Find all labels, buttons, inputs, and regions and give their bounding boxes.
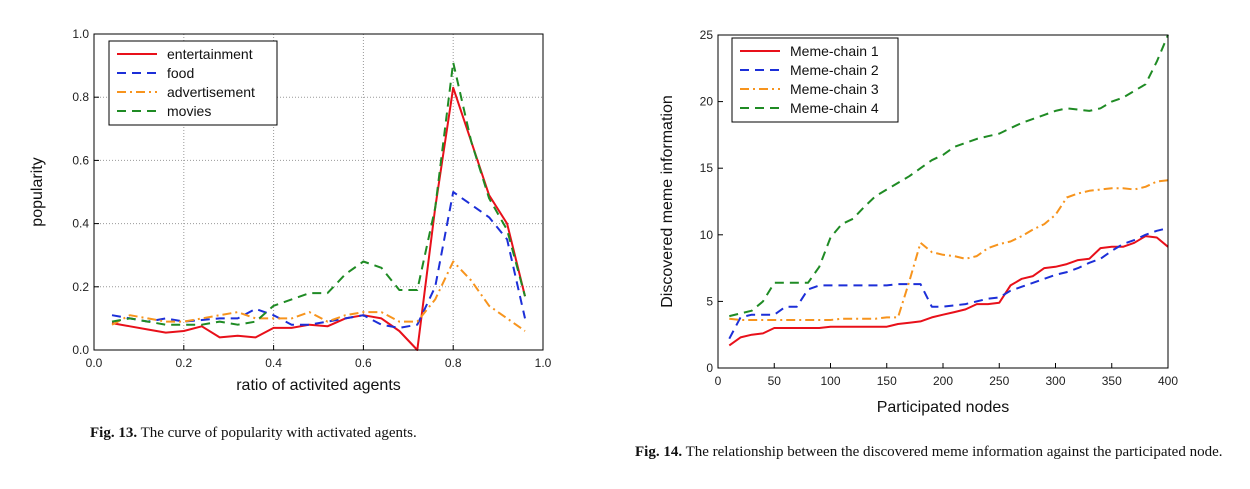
y-tick-label: 0.0 [72,343,89,357]
series-line-food [111,191,526,329]
figure-13-caption-text: The curve of popularity with activated a… [140,425,417,441]
popularity-y-axis-label: popularity [29,157,46,226]
series-line-advertisement [111,260,526,332]
y-tick-label: 15 [700,161,714,175]
legend-label: entertainment [167,46,253,62]
y-tick-label: 1.0 [72,27,89,41]
popularity-chart-series [111,61,526,351]
x-tick-label: 0 [715,374,722,388]
y-tick-label: 5 [706,294,713,308]
y-tick-label: 0.8 [72,90,89,104]
x-tick-label: 0.6 [355,356,372,370]
x-tick-label: 200 [933,374,953,388]
meme-chart-frame [717,34,1169,369]
y-tick-label: 0.2 [72,280,89,294]
y-tick-label: 0 [706,361,713,375]
legend-label: movies [167,103,211,119]
legend-label: Meme-chain 3 [790,81,879,97]
series-line-meme-chain-2 [728,227,1169,340]
legend-label: Meme-chain 1 [790,43,879,59]
figure-14-caption-text: The relationship between the discovered … [685,444,1223,460]
x-tick-label: 350 [1102,374,1122,388]
meme-y-axis-label: Discovered meme information [659,95,676,308]
series-line-entertainment [111,86,526,351]
meme-x-axis-label: Participated nodes [877,399,1010,416]
popularity-chart-legend: entertainment food advertisement movies [108,40,278,126]
figure-14-caption-label: Fig. 14. [635,444,683,460]
y-tick-label: 25 [700,28,714,42]
figure-14-caption: Fig. 14. The relationship between the di… [635,442,1225,462]
legend-label: advertisement [167,84,255,100]
y-tick-label: 10 [700,228,714,242]
y-tick-label: 0.6 [72,153,89,167]
x-tick-label: 400 [1158,374,1178,388]
figure-13-caption-label: Fig. 13. [90,425,138,441]
legend-label: Meme-chain 2 [790,62,879,78]
meme-chart-ticks: 0 50 100 150 200 250 300 350 400 0 5 10 15 20 25 [700,28,1179,388]
x-tick-label: 250 [989,374,1009,388]
x-tick-label: 0.0 [86,356,103,370]
popularity-chart-ticks: 0.0 0.2 0.4 0.6 0.8 1.0 0.0 0.2 0.4 0.6 0.8 1.0 [72,27,551,370]
legend-label: food [167,65,194,81]
series-line-movies [111,61,526,326]
figure-13-caption: Fig. 13. The curve of popularity with ac… [90,423,590,443]
meme-chart-series [728,34,1169,347]
legend-label: Meme-chain 4 [790,100,879,116]
series-line-meme-chain-1 [728,235,1169,347]
y-tick-label: 0.4 [72,217,89,231]
y-tick-label: 20 [700,95,714,109]
x-tick-label: 0.8 [445,356,462,370]
x-tick-label: 150 [877,374,897,388]
popularity-chart-frame [93,33,544,351]
x-tick-label: 300 [1045,374,1065,388]
x-tick-label: 100 [820,374,840,388]
popularity-x-axis-label: ratio of activited agents [236,377,401,394]
series-line-meme-chain-3 [729,179,1169,321]
x-tick-label: 0.4 [265,356,282,370]
series-line-meme-chain-4 [729,34,1169,318]
x-tick-label: 0.2 [175,356,192,370]
meme-information-chart: 0 50 100 150 200 250 300 350 400 0 5 10 15 20 25 Meme-… [659,28,1179,416]
popularity-chart: 0.0 0.2 0.4 0.6 0.8 1.0 0.0 0.2 0.4 0.6 0.8 1.0 ent… [29,27,552,394]
meme-chart-legend: Meme-chain 1 Meme-chain 2 Meme-chain 3 Meme… [731,37,899,123]
x-tick-label: 50 [768,374,782,388]
x-tick-label: 1.0 [535,356,552,370]
